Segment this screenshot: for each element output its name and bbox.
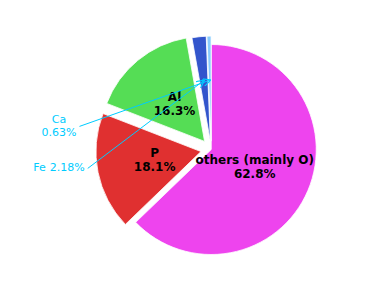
annotation: Fe 2.18% — [33, 81, 204, 175]
annotation-arrow — [88, 81, 204, 169]
annotation-value: 2.18% — [50, 161, 85, 174]
pie-slice — [192, 36, 210, 141]
annotation-value: 0.63% — [42, 126, 77, 139]
chart-container: others (mainly O)62.8%P18.1%Al16.3%Fe2.1… — [0, 0, 391, 299]
labels: others (mainly O)62.8%P18.1%Al16.3%Fe2.1… — [33, 80, 314, 181]
annotation-category: Ca — [52, 113, 66, 126]
slice-value-label: 18.1% — [134, 160, 176, 174]
pie-slice — [207, 36, 211, 141]
slice-value-label: 16.3% — [154, 104, 196, 118]
slice-value-label: 62.8% — [234, 167, 276, 181]
annotation-category: Fe — [33, 161, 46, 174]
annotation-arrow — [79, 80, 209, 126]
slices — [96, 36, 316, 254]
annotation-text: Fe 2.18% — [33, 161, 84, 174]
pie-slice — [107, 38, 205, 141]
slice-label: P — [150, 146, 159, 160]
annotation: Ca0.63% — [42, 80, 210, 139]
slice-label: others (mainly O) — [196, 153, 314, 167]
chart: others (mainly O)62.8%P18.1%Al16.3%Fe2.1… — [0, 0, 391, 299]
